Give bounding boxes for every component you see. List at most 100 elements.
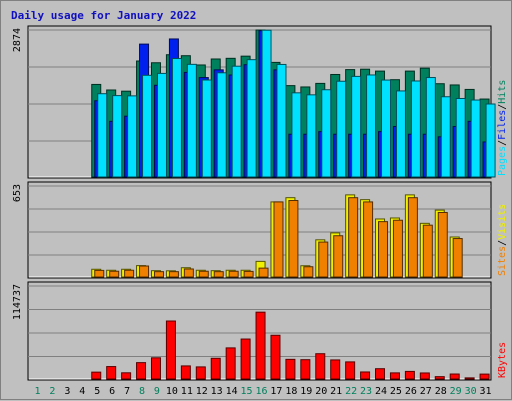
bar-pages-day-28 [440,96,451,178]
bar-sites-day-10 [168,271,179,278]
bar-pages-day-22 [351,75,362,178]
bar-sites-day-27 [422,224,433,278]
x-tick-label: 22 [345,386,357,397]
x-tick-label: 16 [255,386,267,397]
bar-pages-day-11 [186,63,197,178]
legend-entry: / [497,104,508,110]
bar-kbytes-day-31 [479,373,490,380]
bar-pages-day-27 [425,77,436,178]
bar-pages-day-12 [201,79,212,178]
bar-sites-day-13 [213,271,224,278]
bar-pages-day-14 [231,65,242,178]
bar-kbytes-day-6 [106,366,117,380]
bar-pages-day-5 [97,93,108,178]
legend-entry: KBytes [497,342,508,378]
bar-pages-day-16 [261,29,272,178]
chart-title: Daily usage for January 2022 [11,9,196,22]
x-tick-label: 7 [124,386,130,397]
panel-legend: Sites/Visits [497,204,508,276]
bar-kbytes-day-25 [389,372,400,380]
bar-pages-day-9 [156,72,167,178]
bar-sites-day-9 [153,271,164,278]
y-max-label: 653 [12,184,23,202]
x-tick-label: 29 [450,386,462,397]
legend-entry: Pages [497,146,508,176]
x-tick-label: 30 [465,386,477,397]
x-tick-label: 11 [181,386,193,397]
bar-sites-day-7 [124,269,135,278]
bar-kbytes-day-9 [150,357,161,380]
bar-pages-day-19 [306,94,317,178]
bar-kbytes-day-8 [136,362,147,380]
bar-sites-day-20 [318,241,329,278]
bar-kbytes-day-11 [180,365,191,380]
bar-sites-day-21 [333,235,344,278]
bar-kbytes-day-15 [240,338,251,380]
bar-sites-day-5 [94,269,105,278]
x-tick-label: 10 [166,386,178,397]
panel-legend: KBytes [497,342,508,378]
bar-pages-day-20 [321,89,332,178]
legend-entry: / [497,240,508,246]
bar-pages-day-21 [336,80,347,178]
bar-kbytes-day-29 [449,373,460,380]
bar-sites-day-12 [198,270,209,278]
x-tick-label: 14 [226,386,238,397]
bar-pages-day-17 [276,63,287,178]
bar-pages-day-31 [485,103,496,178]
bar-kbytes-day-19 [300,359,311,380]
bar-kbytes-day-5 [91,371,102,380]
x-tick-label: 15 [241,386,253,397]
bar-sites-day-18 [288,200,299,278]
bar-pages-day-29 [455,97,466,178]
x-tick-label: 1 [34,386,40,397]
y-max-label: 114737 [12,284,23,320]
bar-pages-day-26 [410,80,421,178]
x-tick-label: 17 [270,386,282,397]
x-tick-label: 31 [480,386,492,397]
bar-kbytes-day-22 [345,361,356,380]
bar-kbytes-day-21 [330,359,341,380]
bar-pages-day-8 [142,74,153,178]
bar-pages-day-10 [171,58,182,178]
bar-sites-day-26 [407,197,418,278]
bar-sites-day-22 [348,197,359,278]
bar-kbytes-day-10 [165,320,176,380]
bar-pages-day-13 [216,72,227,178]
bar-kbytes-day-26 [404,370,415,380]
bar-kbytes-day-24 [375,368,386,380]
x-tick-label: 28 [435,386,447,397]
x-tick-label: 4 [79,386,85,397]
x-tick-label: 2 [49,386,55,397]
x-tick-label: 3 [64,386,70,397]
x-tick-label: 24 [375,386,387,397]
bar-kbytes-day-14 [225,347,236,380]
bar-sites-day-17 [273,201,284,278]
bar-pages-day-15 [246,59,257,178]
bar-pages-day-7 [127,95,138,178]
bar-kbytes-day-18 [285,358,296,380]
bar-kbytes-day-27 [419,372,430,380]
bar-kbytes-day-23 [360,371,371,380]
legend-entry: Hits [497,80,508,104]
bar-sites-day-11 [183,268,194,278]
bar-kbytes-day-30 [464,377,475,380]
bar-sites-day-25 [392,219,403,278]
bar-sites-day-8 [139,265,150,278]
bar-kbytes-day-16 [255,311,266,380]
bar-kbytes-day-12 [195,366,206,380]
bar-sites-day-28 [437,211,448,278]
bar-pages-day-23 [366,74,377,178]
bar-sites-day-23 [363,201,374,278]
bar-sites-day-29 [452,238,463,278]
panel-legend: Pages/Files/Hits [497,80,508,176]
x-tick-label: 23 [360,386,372,397]
bar-sites-day-16 [258,267,269,278]
x-tick-label: 26 [405,386,417,397]
x-tick-label: 9 [154,386,160,397]
x-tick-label: 6 [109,386,115,397]
bar-kbytes-day-20 [315,353,326,380]
